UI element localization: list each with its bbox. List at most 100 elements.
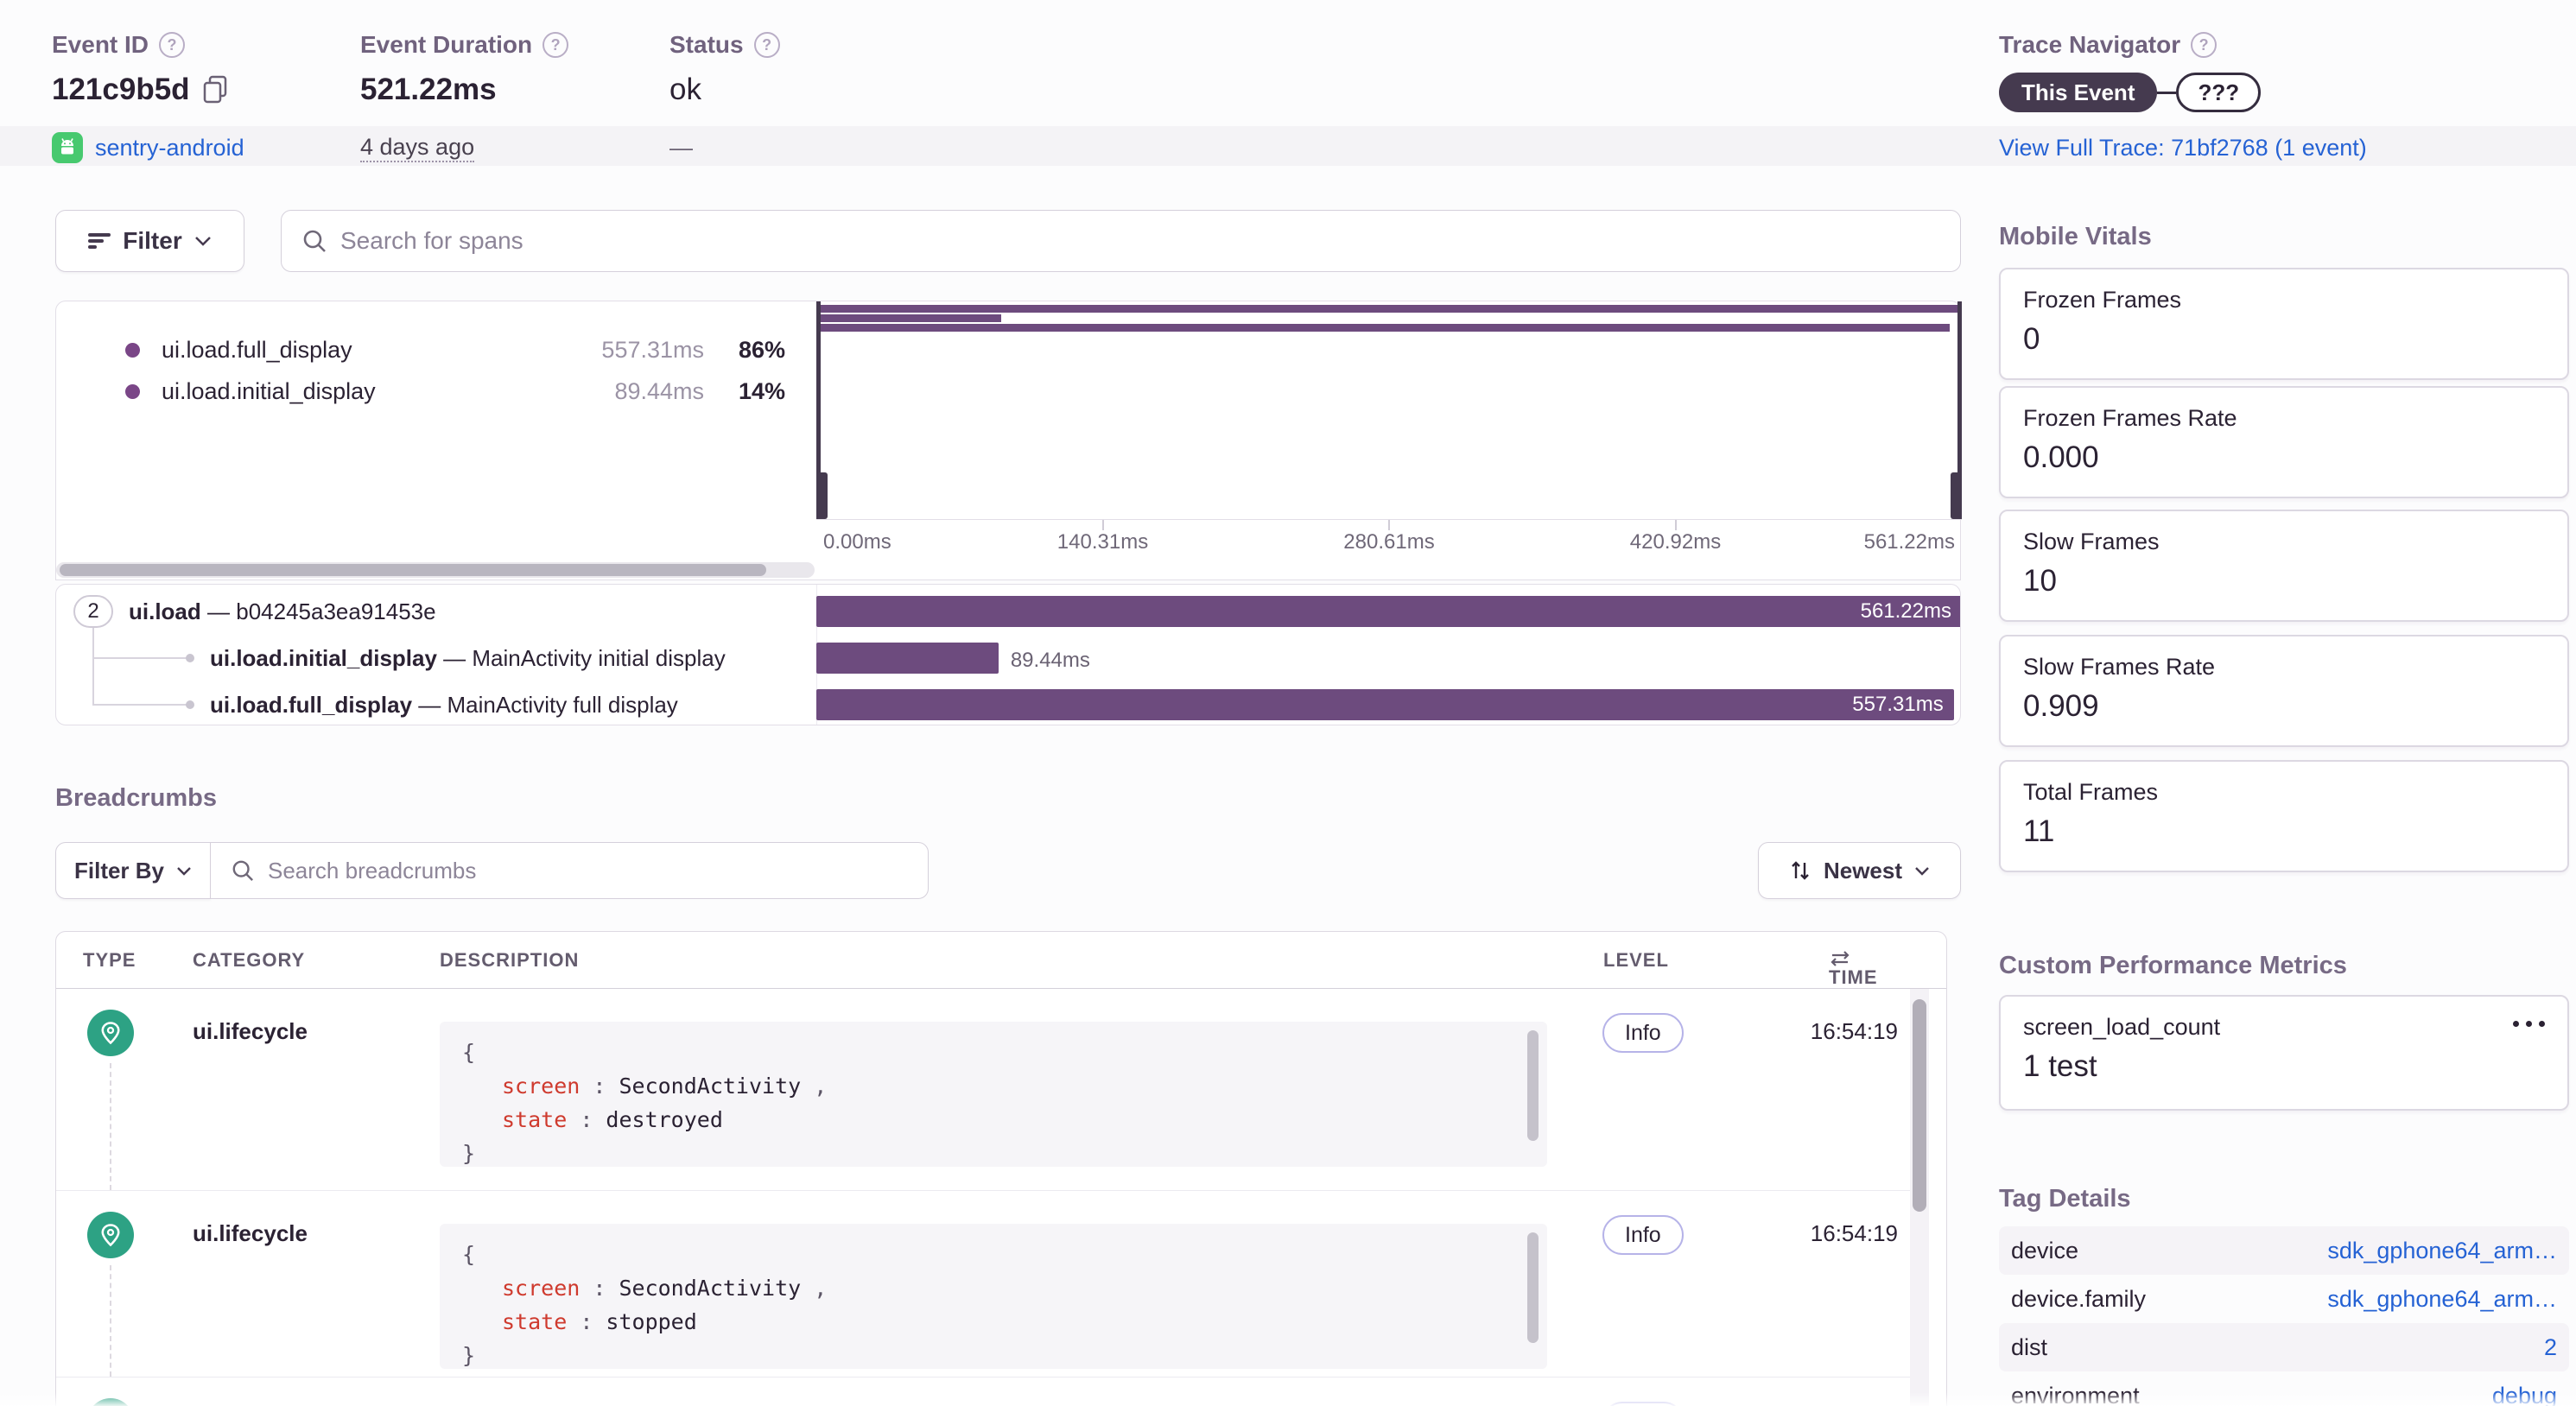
event-id-label: Event ID ?: [52, 31, 186, 59]
breadcrumbs-table: TYPE CATEGORY DESCRIPTION LEVEL TIME ui.…: [55, 931, 1947, 1406]
event-age-text[interactable]: 4 days ago: [360, 134, 475, 162]
vital-card[interactable]: Slow Frames 10: [1999, 510, 2569, 622]
span-search-input[interactable]: [340, 227, 1939, 255]
axis-tick: [1674, 520, 1677, 530]
axis-tick: [1101, 520, 1104, 530]
vital-label: Total Frames: [2023, 779, 2159, 805]
tag-value[interactable]: debug: [2491, 1382, 2557, 1406]
copy-icon[interactable]: [202, 75, 228, 104]
code-scrollbar-thumb[interactable]: [1527, 1232, 1539, 1343]
span-percent: 86%: [738, 336, 785, 363]
code-scrollbar-thumb[interactable]: [1527, 1030, 1539, 1141]
sort-newest-button[interactable]: Newest: [1758, 842, 1961, 899]
location-pin-icon: [87, 1010, 134, 1056]
vital-label: Slow Frames Rate: [2023, 654, 2216, 680]
vertical-scrollbar-thumb[interactable]: [1913, 999, 1926, 1212]
tag-row[interactable]: device sdk_gphone64_arm…: [1999, 1226, 2569, 1275]
tag-value[interactable]: sdk_gphone64_arm…: [2327, 1237, 2557, 1264]
view-full-trace[interactable]: View Full Trace: 71bf2768 (1 event): [1999, 133, 2367, 162]
horizontal-scrollbar-thumb[interactable]: [60, 564, 766, 576]
help-icon[interactable]: ?: [542, 32, 569, 58]
span-tree-row[interactable]: ui.load.full_display — MainActivity full…: [56, 681, 1960, 725]
event-id-label-text: Event ID: [52, 31, 149, 58]
vital-card[interactable]: Frozen Frames Rate 0.000: [1999, 386, 2569, 498]
breadcrumbs-title: Breadcrumbs: [55, 784, 217, 812]
tag-row[interactable]: environment debug: [1999, 1371, 2569, 1406]
tag-key: environment: [2011, 1382, 2140, 1406]
vital-value: 0.000: [2023, 440, 2099, 474]
breadcrumb-row[interactable]: ui.lifecycle {screen : SecondActivity ,s…: [56, 989, 1910, 1191]
vital-card[interactable]: Slow Frames Rate 0.909: [1999, 635, 2569, 747]
span-minimap[interactable]: [816, 301, 1962, 519]
event-duration-label-text: Event Duration: [360, 31, 533, 58]
location-pin-icon: [87, 1398, 134, 1406]
col-time[interactable]: TIME: [1829, 949, 1877, 988]
span-duration-bar[interactable]: [816, 643, 999, 674]
horizontal-scrollbar[interactable]: [56, 562, 815, 578]
minimap-right-handle[interactable]: [1951, 472, 1962, 519]
metric-value: 1 test: [2023, 1049, 2097, 1083]
event-age[interactable]: 4 days ago: [360, 133, 475, 162]
span-duration-bar[interactable]: 561.22ms: [816, 596, 1960, 627]
arrows-up-down-icon: [1792, 861, 1809, 880]
child-count-pill[interactable]: 2: [73, 595, 113, 628]
project-chip[interactable]: sentry-android: [52, 132, 244, 163]
tag-row[interactable]: device.family sdk_gphone64_arm…: [1999, 1275, 2569, 1323]
trace-pills: This Event ???: [1999, 73, 2262, 112]
breadcrumb-search[interactable]: [210, 842, 929, 899]
vertical-scrollbar[interactable]: [1910, 989, 1929, 1406]
span-duration: 89.44ms: [614, 377, 704, 404]
vital-card[interactable]: Total Frames 11: [1999, 760, 2569, 872]
span-filter-button[interactable]: Filter: [55, 210, 244, 272]
minimap-left-edge[interactable]: [816, 301, 821, 519]
vital-card[interactable]: Frozen Frames 0: [1999, 268, 2569, 380]
span-waterfall-panel: ui.load.full_display 557.31ms 86% ui.loa…: [55, 301, 1962, 580]
metric-card[interactable]: screen_load_count 1 test: [1999, 995, 2569, 1111]
vital-label: Frozen Frames Rate: [2023, 405, 2237, 431]
vital-value: 10: [2023, 564, 2057, 598]
trace-navigator-label: Trace Navigator ?: [1999, 31, 2218, 59]
breadcrumb-row[interactable]: ui.lifecycle {screen : SecondActivity ,s…: [56, 1191, 1910, 1378]
vital-value: 11: [2023, 814, 2055, 848]
project-name[interactable]: sentry-android: [95, 134, 244, 161]
span-search[interactable]: [281, 210, 1961, 272]
col-level: LEVEL: [1603, 949, 1669, 971]
breadcrumb-description-code[interactable]: {screen : SecondActivity , state : stoppe…: [440, 1224, 1547, 1369]
ellipsis-icon[interactable]: [2513, 1021, 2545, 1027]
breadcrumb-time: 16:54:19: [1810, 1018, 1898, 1044]
span-duration-bar[interactable]: 557.31ms: [816, 689, 1954, 720]
span-color-dot: [125, 342, 140, 358]
minimap-left-handle[interactable]: [816, 472, 828, 519]
tag-value[interactable]: 2: [2543, 1333, 2557, 1360]
span-color-dot: [125, 383, 140, 399]
this-event-pill[interactable]: This Event: [1999, 73, 2158, 112]
tag-value[interactable]: sdk_gphone64_arm…: [2327, 1285, 2557, 1312]
vital-label: Slow Frames: [2023, 529, 2160, 554]
code-lines: {screen : SecondActivity , state : destro…: [462, 1040, 828, 1166]
view-full-trace-link[interactable]: View Full Trace: 71bf2768 (1 event): [1999, 134, 2367, 161]
axis-tick-label: 420.92ms: [1629, 530, 1722, 554]
help-icon[interactable]: ?: [753, 32, 780, 58]
android-icon: [52, 132, 83, 163]
help-icon[interactable]: ?: [159, 32, 186, 58]
event-duration-label: Event Duration ?: [360, 31, 569, 59]
breadcrumbs-table-header: TYPE CATEGORY DESCRIPTION LEVEL TIME: [56, 932, 1946, 989]
help-icon[interactable]: ?: [2191, 32, 2218, 58]
span-tree-row[interactable]: ui.load.initial_display — MainActivity i…: [56, 635, 1960, 681]
span-op: ui.load.full_display: [162, 336, 352, 363]
minimap-right-edge[interactable]: [1957, 301, 1962, 519]
tag-row[interactable]: dist 2: [1999, 1323, 2569, 1371]
minimap-bar: [821, 314, 1002, 322]
breadcrumb-row[interactable]: ui.lifecycle {} Info 16:54:18: [56, 1378, 1910, 1406]
unknown-trace-pill[interactable]: ???: [2176, 73, 2262, 112]
span-tree-row[interactable]: 2 ui.load — b04245a3ea91453e 561.22ms: [56, 588, 1960, 705]
span-duration: 557.31ms: [601, 336, 704, 363]
span-duration-label: 89.44ms: [1010, 649, 1090, 672]
breadcrumb-description-code[interactable]: {screen : SecondActivity , state : destro…: [440, 1022, 1547, 1167]
breadcrumb-search-input[interactable]: [268, 857, 907, 884]
vital-value: 0.909: [2023, 689, 2099, 723]
metric-name: screen_load_count: [2023, 1014, 2221, 1040]
breadcrumb-filter-button[interactable]: Filter By: [55, 842, 211, 899]
breadcrumb-category: ui.lifecycle: [193, 1018, 308, 1044]
